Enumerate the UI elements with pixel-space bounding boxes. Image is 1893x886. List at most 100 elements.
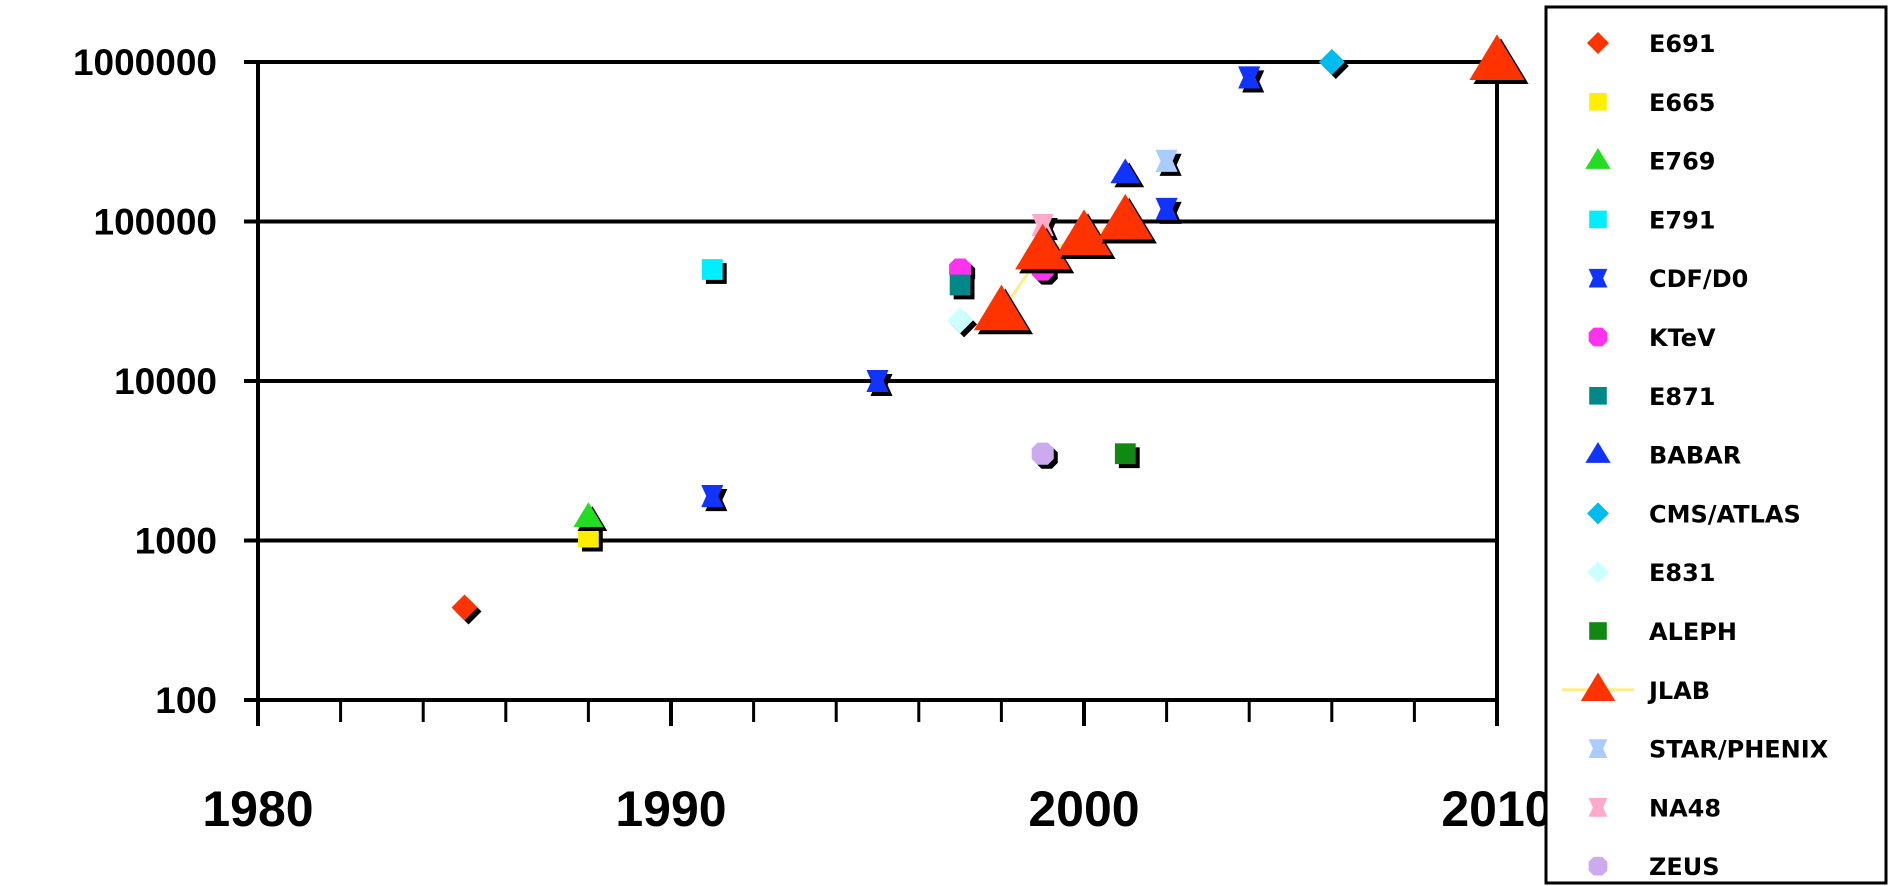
y-tick-label: 100000 [94,202,217,243]
legend-item-cms-atlas: CMS/ATLAS [1587,500,1801,528]
legend-marker [1588,856,1608,876]
marker-shape [949,274,971,296]
legend-label: NA48 [1649,794,1721,822]
marker-shape [578,526,599,548]
legend-marker [1589,93,1607,111]
data-point-e691 [451,594,482,625]
legend-item-jlab: JLAB [1562,672,1710,705]
marker-shape [1588,739,1608,758]
x-tick-label: 2010 [1441,781,1552,837]
marker-shape [1588,798,1608,817]
legend-item-aleph: ALEPH [1589,618,1737,646]
legend: E691 E665 E769 E791 CDF/D0 KTeV E871 BABAR CMS/A… [1544,5,1888,885]
marker-shape [1587,502,1609,525]
legend-marker [1588,739,1608,758]
y-tick-label: 1000 [135,521,217,562]
data-point-cdf-d0 [1238,66,1265,93]
marker-shape [1588,856,1608,876]
data-point-cdf-d0 [701,484,728,512]
legend-item-zeus: ZEUS [1588,853,1720,881]
marker-shape [866,369,889,393]
legend-label: E791 [1649,206,1716,234]
data-point-star-phenix [1155,149,1182,176]
marker-shape [1097,193,1153,240]
data-point-e769 [573,502,608,531]
legend-item-ktev: KTeV [1588,324,1716,352]
data-point-e791 [701,259,727,284]
marker-shape [1585,147,1611,169]
axis-layer: 100 1000 10000 100000 1000000 1980 1990 2000 201… [73,42,1553,837]
data-point-cdf-d0 [1155,197,1182,224]
legend-marker [1589,387,1607,405]
legend-marker [1587,32,1609,54]
data-point-jlab [1056,209,1116,259]
marker-shape [573,502,604,527]
y-tick-label: 1000000 [73,42,217,83]
marker-shape [1238,66,1261,89]
marker-shape [1587,561,1609,584]
legend-label: STAR/PHENIX [1649,736,1829,764]
legend-marker [1589,210,1607,229]
legend-item-e665: E665 [1589,89,1716,117]
legend-label: CMS/ATLAS [1649,500,1801,528]
marker-shape [1015,223,1071,270]
legend-label: ZEUS [1649,853,1720,881]
marker-shape [1589,93,1607,111]
marker-shape [1318,49,1345,75]
marker-shape [1469,34,1525,80]
legend-marker [1588,327,1608,347]
x-tick-label: 2000 [1028,781,1139,837]
legend-marker [1587,561,1609,584]
legend-label: CDF/D0 [1649,265,1748,293]
marker-shape [1114,443,1136,465]
legend-marker [1588,798,1608,817]
legend-item-cdf-d0: CDF/D0 [1588,265,1748,293]
marker-shape [1589,387,1607,405]
x-tick-label: 1990 [615,781,726,837]
marker-shape [701,484,724,508]
legend-marker [1588,268,1608,288]
marker-shape [451,594,478,621]
legend-item-e831: E831 [1587,559,1716,587]
legend-item-e791: E791 [1589,206,1716,234]
legend-box [1544,5,1888,885]
legend-item-na48: NA48 [1588,794,1721,822]
legend-label: BABAR [1649,442,1741,470]
data-point-jlab [973,284,1033,335]
marker-shape [1588,327,1608,347]
legend-label: E769 [1649,148,1716,176]
data-point-e665 [578,526,603,552]
legend-item-star-phenix: STAR/PHENIX [1588,736,1829,764]
marker-shape [1589,210,1607,229]
legend-label: E665 [1649,89,1716,117]
marker-shape [1588,268,1608,288]
legend-label: KTeV [1649,324,1716,352]
x-tick-label: 1980 [202,781,313,837]
data-point-e871 [949,274,975,300]
legend-item-e769: E769 [1585,147,1716,176]
legend-label: JLAB [1647,677,1710,705]
marker-shape [1587,32,1609,54]
marker-shape [973,284,1029,331]
legend-marker [1580,672,1616,702]
data-point-cms-atlas [1318,49,1349,79]
marker-shape [1580,672,1616,702]
data-point-e831 [947,307,978,338]
marker-shape [947,307,974,334]
marker-shape [1031,442,1054,465]
legend-marker [1585,441,1611,463]
data-point-aleph [1114,443,1140,469]
legend-label: ALEPH [1649,618,1737,646]
y-tick-label: 10000 [114,361,217,402]
legend-marker [1589,622,1607,640]
data-point-jlab [1097,193,1157,244]
legend-label: E871 [1649,383,1716,411]
legend-label: E831 [1649,559,1716,587]
data-point-jlab [1469,34,1529,84]
marker-shape [1056,209,1112,255]
marker-shape [1155,197,1178,220]
marker-shape [1155,149,1178,172]
marker-shape [701,259,723,280]
legend-marker [1587,502,1609,525]
